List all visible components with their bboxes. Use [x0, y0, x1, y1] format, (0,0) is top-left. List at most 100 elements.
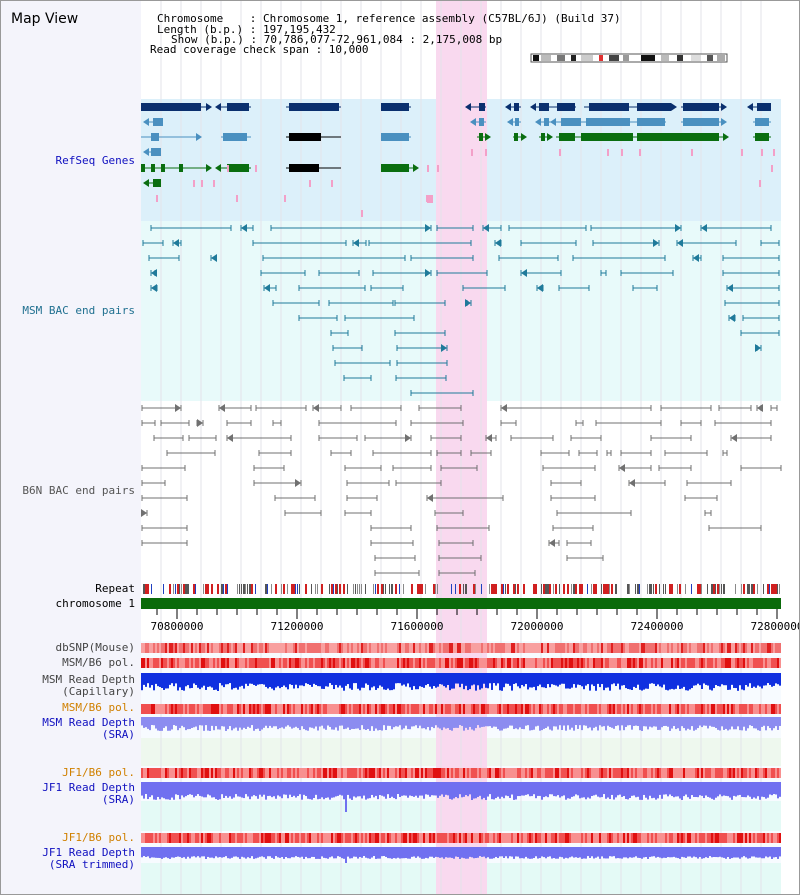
depth-bar — [539, 782, 541, 796]
depth-bar — [231, 782, 233, 799]
track-label-refseq[interactable]: RefSeq Genes — [55, 154, 135, 167]
depth-bar — [349, 782, 351, 799]
repeat-element — [239, 584, 240, 594]
depth-bar — [651, 673, 653, 684]
strip-cell — [487, 768, 489, 778]
track-label-msm-depth-sra[interactable]: MSM Read Depth — [42, 716, 135, 729]
depth-bar — [679, 673, 681, 690]
track-label-msm-bac[interactable]: MSM BAC end pairs — [22, 304, 135, 317]
strip-cell — [655, 658, 657, 668]
depth-bar — [655, 847, 657, 858]
depth-bar — [343, 717, 345, 730]
depth-bar — [239, 673, 241, 687]
depth-bar — [187, 782, 189, 796]
strip-cell — [587, 658, 589, 668]
strip-cell — [641, 833, 643, 843]
repeat-element — [489, 584, 490, 594]
depth-bar — [379, 717, 381, 730]
strip-cell — [579, 658, 581, 668]
strip-cell — [323, 833, 325, 843]
header-length: Length (b.p.) : 197,195,432 — [157, 23, 336, 36]
depth-bar — [259, 782, 261, 795]
track-label-jf1-pol[interactable]: JF1/B6 pol. — [62, 766, 135, 779]
strip-cell — [661, 658, 663, 668]
depth-bar — [141, 847, 143, 858]
depth-bar — [275, 782, 277, 799]
depth-bar — [203, 782, 205, 798]
gene-strand-arrow — [413, 164, 419, 172]
depth-bar — [339, 782, 341, 795]
strip-cell — [219, 833, 221, 843]
depth-bar — [469, 717, 471, 727]
strip-cell — [715, 704, 717, 714]
depth-bar — [741, 782, 743, 797]
track-label-msm-pol[interactable]: MSM/B6 pol. — [62, 656, 135, 669]
strip-cell — [627, 643, 629, 653]
track-label-b6n-bac[interactable]: B6N BAC end pairs — [22, 484, 135, 497]
strip-cell — [349, 704, 351, 714]
strip-cell — [599, 833, 601, 843]
depth-bar — [175, 673, 177, 684]
track-label-dbsnp[interactable]: dbSNP(Mouse) — [55, 641, 135, 654]
strip-cell — [405, 704, 407, 714]
strip-cell — [729, 768, 731, 778]
depth-bar — [167, 717, 169, 731]
strip-cell — [443, 704, 445, 714]
strip-cell — [401, 833, 403, 843]
track-label-jf1-depth-trimmed[interactable]: JF1 Read Depth — [42, 846, 135, 859]
bac-end-arrow — [405, 434, 411, 442]
strip-cell — [641, 704, 643, 714]
strip-cell — [145, 833, 147, 843]
repeat-element — [679, 584, 681, 594]
depth-bar — [361, 673, 363, 688]
track-label-jf1-pol-2[interactable]: JF1/B6 pol. — [62, 831, 135, 844]
depth-bar — [465, 717, 467, 728]
track-label-jf1-depth-sra[interactable]: JF1 Read Depth — [42, 781, 135, 794]
strip-cell — [565, 768, 567, 778]
track-label-msm-depth-capillary[interactable]: MSM Read Depth — [42, 673, 135, 686]
strip-cell — [719, 704, 721, 714]
depth-bar — [515, 717, 517, 729]
depth-bar — [593, 673, 595, 687]
strip-cell — [541, 658, 543, 668]
strip-cell — [637, 704, 639, 714]
strip-cell — [357, 643, 359, 653]
strip-cell — [211, 704, 213, 714]
strip-cell — [691, 658, 693, 668]
strip-cell — [659, 643, 661, 653]
repeat-element — [177, 584, 179, 594]
depth-bar — [187, 717, 189, 730]
depth-bar — [385, 782, 387, 799]
strip-cell — [523, 768, 525, 778]
strip-cell — [513, 768, 515, 778]
depth-bar — [465, 673, 467, 686]
depth-bar — [637, 717, 639, 726]
strip-cell — [613, 658, 615, 668]
view-title: Map View — [11, 11, 79, 27]
strip-cell — [351, 768, 353, 778]
strip-cell — [331, 704, 333, 714]
depth-bar — [657, 847, 659, 857]
depth-bar — [173, 717, 175, 726]
strip-cell — [235, 643, 237, 653]
depth-bar — [197, 847, 199, 857]
depth-bar — [609, 847, 611, 857]
depth-bar — [155, 717, 157, 729]
depth-bar — [259, 847, 261, 857]
strip-cell — [391, 704, 393, 714]
strip-cell — [421, 658, 423, 668]
strip-cell — [405, 833, 407, 843]
depth-bar — [403, 782, 405, 796]
strip-cell — [299, 768, 301, 778]
strip-cell — [739, 833, 741, 843]
strip-cell — [243, 833, 245, 843]
strip-cell — [657, 643, 659, 653]
track-label-msm-pol-2[interactable]: MSM/B6 pol. — [62, 701, 135, 714]
depth-bar — [741, 717, 743, 731]
track-label-chromosome[interactable]: chromosome 1 — [55, 597, 135, 610]
track-label-repeat[interactable]: Repeat — [95, 582, 135, 595]
depth-bar — [445, 717, 447, 729]
strip-cell — [479, 833, 481, 843]
strip-cell — [773, 833, 775, 843]
